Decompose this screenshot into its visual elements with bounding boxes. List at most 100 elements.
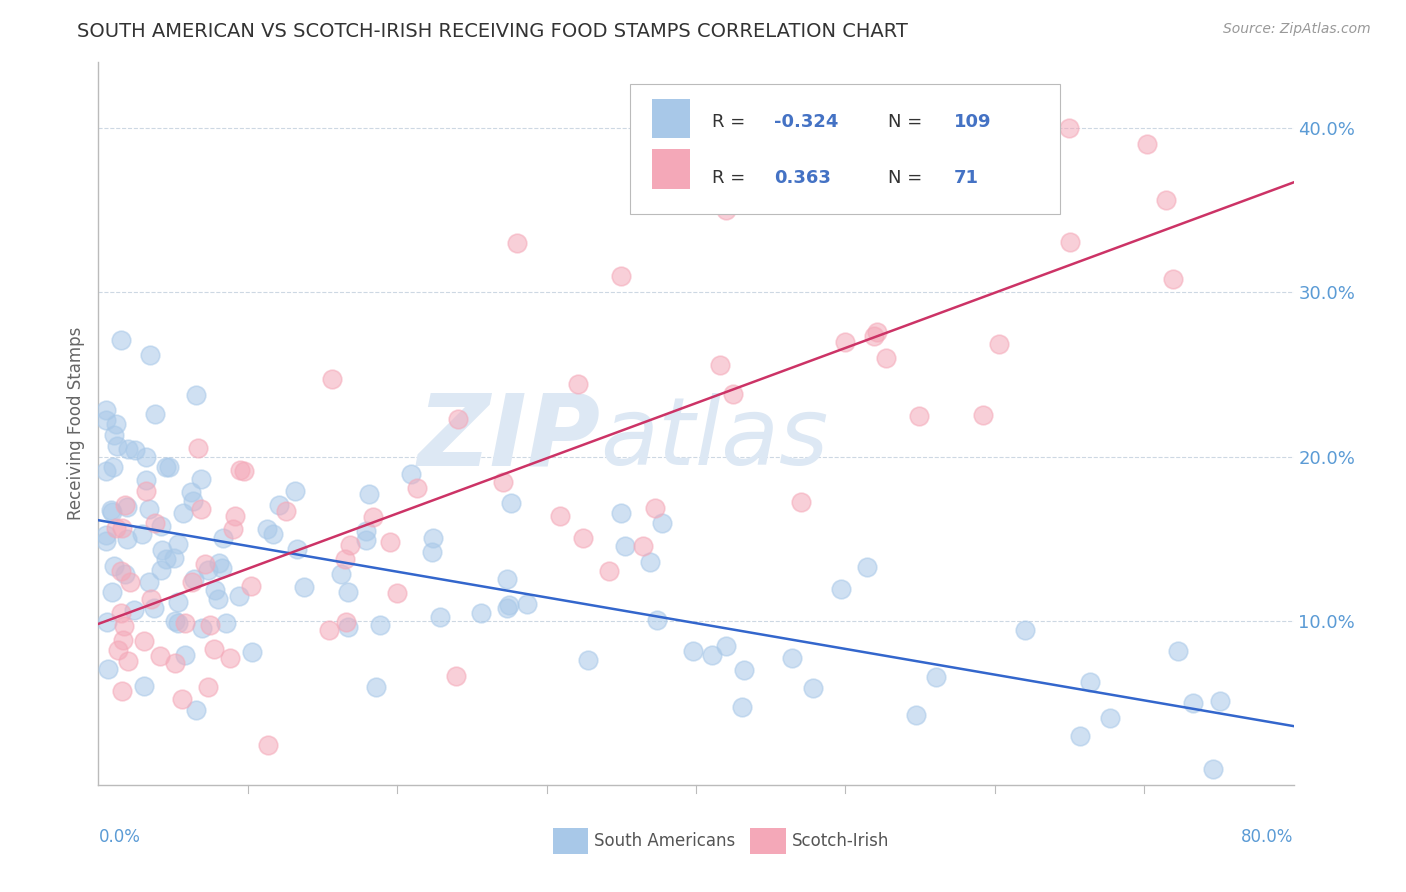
Point: [190, 501, 212, 516]
Point: [516, 598, 538, 612]
Point: [180, 484, 202, 499]
Point: [105, 439, 128, 453]
Point: [174, 648, 197, 663]
Point: [211, 561, 233, 575]
Point: [446, 412, 468, 426]
Point: [834, 334, 856, 349]
Text: SOUTH AMERICAN VS SCOTCH-IRISH RECEIVING FOOD STAMPS CORRELATION CHART: SOUTH AMERICAN VS SCOTCH-IRISH RECEIVING…: [77, 22, 908, 41]
Point: [361, 510, 384, 524]
Point: [284, 483, 307, 498]
Point: [131, 527, 153, 541]
Point: [97, 662, 120, 676]
Point: [143, 407, 166, 421]
Text: R =: R =: [711, 112, 751, 131]
Point: [401, 467, 423, 482]
Point: [229, 463, 252, 477]
Point: [149, 648, 172, 663]
Point: [1014, 624, 1036, 638]
FancyBboxPatch shape: [652, 98, 690, 138]
Point: [110, 521, 132, 535]
Point: [170, 691, 193, 706]
Point: [337, 585, 360, 599]
Point: [104, 521, 127, 535]
Point: [184, 388, 207, 402]
Point: [368, 617, 391, 632]
Point: [984, 153, 1007, 168]
FancyBboxPatch shape: [630, 84, 1060, 214]
Point: [429, 609, 451, 624]
Point: [613, 539, 636, 553]
Point: [94, 413, 117, 427]
FancyBboxPatch shape: [553, 829, 589, 854]
Point: [208, 557, 231, 571]
Point: [863, 329, 886, 343]
Point: [157, 460, 180, 475]
Point: [135, 483, 157, 498]
Point: [135, 473, 157, 487]
Point: [138, 501, 160, 516]
Text: Scotch-Irish: Scotch-Irish: [792, 831, 889, 849]
Point: [163, 656, 186, 670]
Point: [495, 601, 517, 615]
Point: [183, 572, 205, 586]
Point: [232, 464, 254, 478]
Point: [155, 460, 177, 475]
Point: [190, 621, 212, 635]
Point: [321, 372, 343, 386]
Text: 0.363: 0.363: [773, 169, 831, 187]
Point: [645, 613, 668, 627]
Point: [197, 563, 219, 577]
Point: [194, 558, 217, 572]
Point: [610, 268, 633, 283]
Point: [94, 527, 117, 541]
FancyBboxPatch shape: [749, 829, 786, 854]
Point: [801, 681, 824, 695]
Point: [104, 417, 127, 431]
Point: [733, 663, 755, 677]
Point: [682, 644, 704, 658]
Point: [702, 648, 724, 662]
Point: [94, 464, 117, 478]
Point: [1154, 193, 1177, 207]
Point: [356, 533, 378, 548]
Point: [239, 579, 262, 593]
Point: [780, 650, 803, 665]
Point: [357, 486, 380, 500]
Point: [211, 532, 233, 546]
Text: 71: 71: [955, 169, 979, 187]
Point: [318, 624, 340, 638]
Point: [501, 496, 523, 510]
Point: [723, 387, 745, 401]
Point: [111, 632, 134, 647]
Point: [228, 589, 250, 603]
Point: [224, 509, 246, 524]
Point: [330, 566, 353, 581]
Point: [124, 442, 146, 457]
Point: [285, 542, 308, 557]
Text: South Americans: South Americans: [595, 831, 735, 849]
Text: R =: R =: [711, 169, 756, 187]
Text: 80.0%: 80.0%: [1241, 829, 1294, 847]
Point: [110, 333, 132, 347]
Point: [498, 598, 520, 612]
Point: [110, 684, 132, 698]
Point: [495, 572, 517, 586]
Point: [181, 574, 204, 589]
Point: [378, 535, 401, 549]
Point: [115, 500, 138, 514]
Text: ZIP: ZIP: [418, 390, 600, 487]
Point: [103, 428, 125, 442]
Text: 109: 109: [955, 112, 991, 131]
Text: -0.324: -0.324: [773, 112, 838, 131]
Point: [134, 450, 156, 464]
Point: [166, 594, 188, 608]
Point: [107, 643, 129, 657]
Point: [204, 641, 226, 656]
Point: [114, 566, 136, 581]
Point: [155, 552, 177, 566]
Point: [101, 460, 124, 475]
Point: [150, 518, 173, 533]
Point: [633, 539, 655, 553]
Point: [269, 498, 291, 512]
Text: atlas: atlas: [600, 392, 828, 483]
